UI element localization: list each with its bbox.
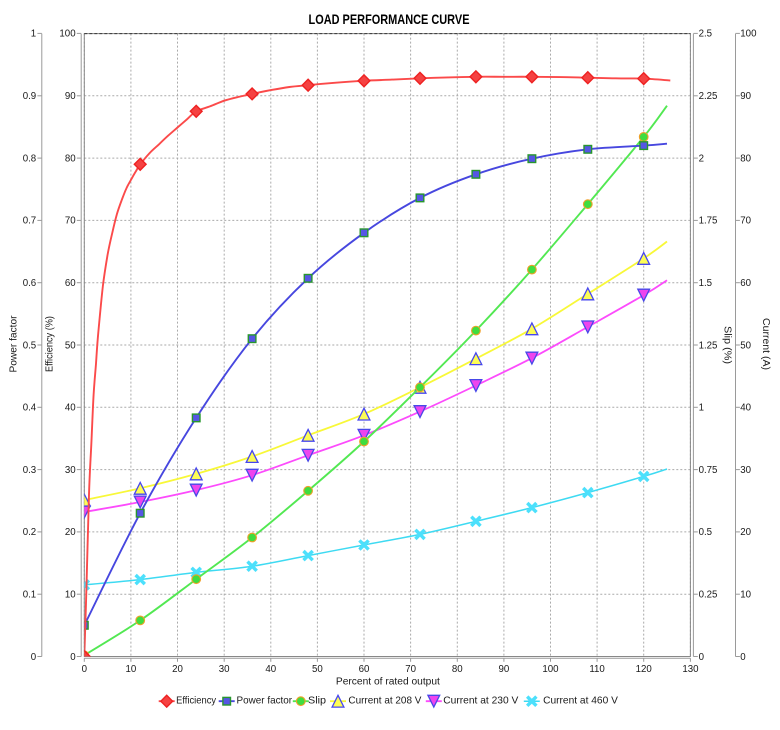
svg-text:50: 50 xyxy=(740,340,751,351)
svg-text:1.25: 1.25 xyxy=(699,340,718,351)
svg-text:70: 70 xyxy=(65,216,76,227)
svg-text:0: 0 xyxy=(31,652,37,663)
svg-text:120: 120 xyxy=(636,664,653,675)
svg-text:2.25: 2.25 xyxy=(699,91,718,102)
svg-text:0.6: 0.6 xyxy=(23,278,36,289)
svg-text:1.75: 1.75 xyxy=(699,216,718,227)
svg-text:0.7: 0.7 xyxy=(23,216,36,227)
svg-text:Current at 460 V: Current at 460 V xyxy=(543,695,618,706)
svg-text:Power factor: Power factor xyxy=(9,315,20,373)
svg-text:80: 80 xyxy=(452,664,463,675)
svg-text:0.8: 0.8 xyxy=(23,153,36,164)
svg-text:10: 10 xyxy=(126,664,137,675)
svg-text:2: 2 xyxy=(699,153,704,164)
svg-text:0: 0 xyxy=(82,664,88,675)
svg-text:100: 100 xyxy=(542,664,559,675)
svg-text:100: 100 xyxy=(59,29,76,40)
svg-text:Percent of rated output: Percent of rated output xyxy=(336,676,440,687)
svg-text:20: 20 xyxy=(172,664,183,675)
svg-text:Power factor: Power factor xyxy=(237,695,293,706)
svg-text:0.3: 0.3 xyxy=(23,465,36,476)
svg-text:130: 130 xyxy=(682,664,699,675)
svg-text:40: 40 xyxy=(65,403,76,414)
svg-text:1.5: 1.5 xyxy=(699,278,712,289)
svg-text:60: 60 xyxy=(65,278,76,289)
svg-text:60: 60 xyxy=(740,278,751,289)
svg-text:50: 50 xyxy=(312,664,323,675)
svg-text:90: 90 xyxy=(65,91,76,102)
svg-text:0.5: 0.5 xyxy=(699,527,712,538)
svg-text:70: 70 xyxy=(405,664,416,675)
svg-text:0.2: 0.2 xyxy=(23,527,36,538)
svg-text:LOAD PERFORMANCE CURVE: LOAD PERFORMANCE CURVE xyxy=(309,11,470,27)
svg-text:0: 0 xyxy=(70,652,76,663)
svg-text:Slip: Slip xyxy=(308,695,326,706)
svg-text:30: 30 xyxy=(219,664,230,675)
svg-text:90: 90 xyxy=(740,91,751,102)
svg-text:40: 40 xyxy=(740,403,751,414)
svg-text:0.1: 0.1 xyxy=(23,590,36,601)
svg-text:90: 90 xyxy=(499,664,510,675)
svg-text:1: 1 xyxy=(31,29,36,40)
svg-text:2.5: 2.5 xyxy=(699,29,712,40)
svg-text:40: 40 xyxy=(265,664,276,675)
svg-text:Current at 230 V: Current at 230 V xyxy=(443,695,518,706)
svg-text:Efficiency (%): Efficiency (%) xyxy=(44,316,55,372)
svg-text:30: 30 xyxy=(740,465,751,476)
svg-text:Slip (%): Slip (%) xyxy=(722,326,733,364)
svg-text:0.9: 0.9 xyxy=(23,91,36,102)
svg-text:100: 100 xyxy=(740,29,757,40)
svg-text:Current (A): Current (A) xyxy=(760,318,771,370)
svg-text:0: 0 xyxy=(740,652,746,663)
svg-text:70: 70 xyxy=(740,216,751,227)
svg-text:20: 20 xyxy=(65,527,76,538)
svg-text:0: 0 xyxy=(699,652,705,663)
svg-text:0.75: 0.75 xyxy=(699,465,718,476)
svg-text:20: 20 xyxy=(740,527,751,538)
svg-text:110: 110 xyxy=(589,664,605,675)
svg-text:Efficiency: Efficiency xyxy=(176,695,217,706)
svg-text:60: 60 xyxy=(359,664,370,675)
svg-text:10: 10 xyxy=(740,590,751,601)
svg-text:0.4: 0.4 xyxy=(23,403,37,414)
svg-text:0.25: 0.25 xyxy=(699,590,718,601)
svg-text:10: 10 xyxy=(65,590,76,601)
svg-text:1: 1 xyxy=(699,403,704,414)
svg-text:50: 50 xyxy=(65,340,76,351)
svg-text:0.5: 0.5 xyxy=(23,340,36,351)
svg-text:Current at 208 V: Current at 208 V xyxy=(348,695,421,706)
svg-text:80: 80 xyxy=(740,153,751,164)
svg-text:80: 80 xyxy=(65,153,76,164)
svg-text:30: 30 xyxy=(65,465,76,476)
